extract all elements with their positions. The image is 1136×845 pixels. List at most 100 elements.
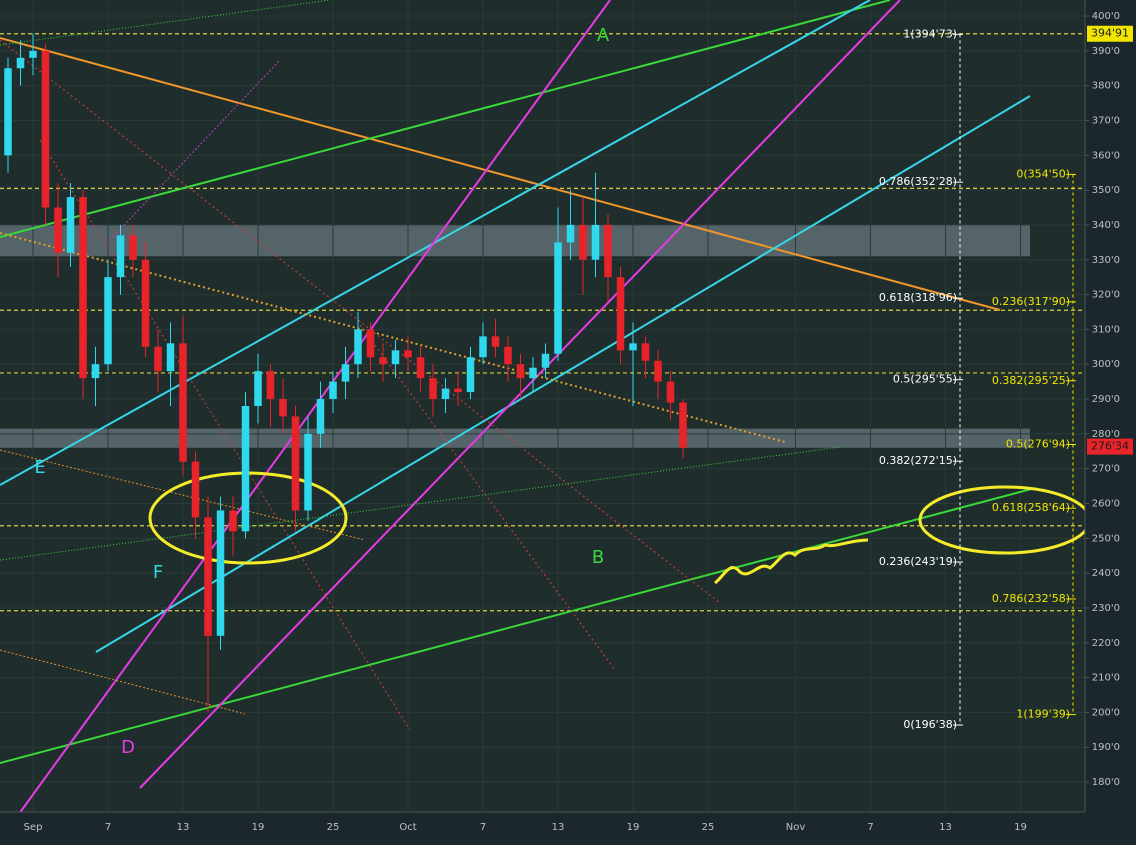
candle-body bbox=[416, 357, 425, 379]
trend-line bbox=[0, 446, 841, 561]
y-tick-label: 350'0 bbox=[1092, 185, 1120, 196]
annotation: E bbox=[34, 457, 45, 478]
y-tick-label: 360'0 bbox=[1092, 150, 1120, 161]
x-tick-label: 7 bbox=[480, 822, 486, 833]
annotation: D bbox=[121, 737, 135, 758]
candle-body bbox=[66, 197, 75, 253]
candle-body bbox=[379, 357, 387, 365]
candle-body bbox=[341, 364, 350, 382]
y-tick-label: 180'0 bbox=[1092, 777, 1120, 788]
candle-body bbox=[541, 353, 550, 368]
price-tag bbox=[1087, 25, 1133, 42]
candle-body bbox=[429, 378, 437, 400]
zone bbox=[0, 428, 1030, 448]
x-tick-label: 7 bbox=[867, 822, 873, 833]
candle-body bbox=[654, 360, 662, 382]
zone bbox=[0, 224, 1030, 257]
annotation: F bbox=[153, 562, 163, 583]
hand-drawn-path bbox=[714, 538, 869, 585]
y-tick-label: 310'0 bbox=[1092, 324, 1120, 335]
candle-body bbox=[141, 259, 150, 347]
candle-body bbox=[291, 416, 300, 511]
candle-body bbox=[566, 224, 575, 243]
fib-label: 1(199'39) bbox=[1016, 708, 1070, 721]
y-tick-label: 370'0 bbox=[1092, 115, 1120, 126]
fib-label: 0.5(276'94) bbox=[1006, 438, 1070, 451]
y-tick-label: 240'0 bbox=[1092, 568, 1120, 579]
candle-body bbox=[504, 346, 512, 365]
candle-body bbox=[679, 402, 687, 448]
candle-body bbox=[479, 336, 487, 358]
candle-body bbox=[329, 381, 337, 400]
y-tick-label: 260'0 bbox=[1092, 498, 1120, 509]
candle-body bbox=[116, 235, 125, 278]
fib-label: 0.786(352'28) bbox=[879, 175, 957, 188]
annotation: B bbox=[592, 547, 604, 568]
price-tag bbox=[1087, 438, 1133, 455]
candle-body bbox=[104, 277, 112, 365]
trend-line bbox=[0, 0, 891, 238]
x-tick-label: 13 bbox=[177, 822, 190, 833]
trend-line bbox=[95, 95, 1031, 653]
trend-line bbox=[0, 0, 611, 841]
candle-body bbox=[604, 224, 612, 278]
trend-line bbox=[0, 37, 1001, 311]
trend-line bbox=[39, 139, 411, 731]
trend-line bbox=[109, 59, 281, 241]
fib-label: 0.5(295'55) bbox=[893, 373, 957, 386]
candle-body bbox=[41, 50, 50, 208]
x-tick-label: 13 bbox=[939, 822, 952, 833]
trend-line bbox=[0, 39, 721, 604]
candle-body bbox=[154, 346, 162, 372]
y-tick-label: 320'0 bbox=[1092, 290, 1120, 301]
y-tick-label: 390'0 bbox=[1092, 46, 1120, 57]
x-tick-label: 13 bbox=[552, 822, 565, 833]
y-tick-label: 230'0 bbox=[1092, 603, 1120, 614]
candle-body bbox=[354, 329, 362, 365]
candle-body bbox=[366, 329, 375, 358]
y-tick-label: 400'0 bbox=[1092, 11, 1120, 22]
candle-body bbox=[279, 399, 287, 417]
candle-body bbox=[579, 224, 587, 260]
candle-body bbox=[529, 367, 537, 379]
x-tick-label: 25 bbox=[327, 822, 340, 833]
y-tick-label: 290'0 bbox=[1092, 394, 1120, 405]
candle-body bbox=[491, 336, 500, 347]
x-tick-label: 19 bbox=[252, 822, 265, 833]
trend-line bbox=[0, 449, 366, 541]
candle-body bbox=[454, 388, 462, 393]
y-tick-label: 220'0 bbox=[1092, 638, 1120, 649]
price-tag-label: 394'91 bbox=[1091, 27, 1129, 40]
fib-label: 0.382(295'25) bbox=[992, 374, 1070, 387]
x-tick-label: Oct bbox=[399, 822, 416, 833]
candle-body bbox=[79, 197, 87, 379]
candle-body bbox=[404, 350, 412, 358]
candle-body bbox=[91, 364, 100, 379]
fib-label: 0.236(243'19) bbox=[879, 555, 957, 568]
y-tick-label: 210'0 bbox=[1092, 673, 1120, 684]
x-tick-label: Nov bbox=[786, 822, 806, 833]
y-tick-label: 280'0 bbox=[1092, 429, 1120, 440]
annotation: A bbox=[597, 25, 610, 46]
trend-line bbox=[0, 232, 786, 443]
x-tick-label: 7 bbox=[105, 822, 111, 833]
y-tick-label: 380'0 bbox=[1092, 81, 1120, 92]
candle-body bbox=[166, 343, 175, 372]
candle-body bbox=[16, 57, 25, 69]
fib-label: 0(196'38) bbox=[903, 718, 957, 731]
candle-body bbox=[266, 371, 275, 400]
candle-body bbox=[466, 357, 475, 393]
x-tick-label: 25 bbox=[702, 822, 715, 833]
y-tick-label: 270'0 bbox=[1092, 464, 1120, 475]
candle-body bbox=[241, 406, 250, 532]
trend-line bbox=[359, 324, 616, 671]
candle-body bbox=[591, 224, 600, 260]
fib-label: 0(354'50) bbox=[1016, 167, 1070, 180]
candle-body bbox=[316, 399, 325, 434]
candle-body bbox=[229, 510, 237, 532]
candle-body bbox=[254, 371, 262, 406]
candle-body bbox=[616, 277, 625, 351]
candle-body bbox=[666, 381, 675, 403]
